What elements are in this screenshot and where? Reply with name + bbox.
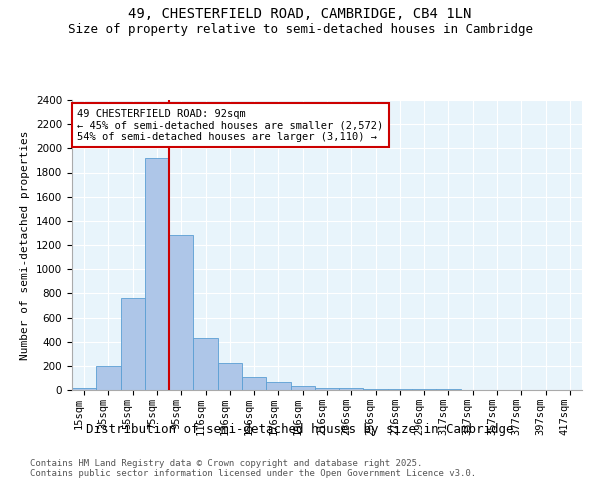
Bar xyxy=(266,382,290,390)
Text: 49, CHESTERFIELD ROAD, CAMBRIDGE, CB4 1LN: 49, CHESTERFIELD ROAD, CAMBRIDGE, CB4 1L… xyxy=(128,8,472,22)
Text: Contains public sector information licensed under the Open Government Licence v3: Contains public sector information licen… xyxy=(30,468,476,477)
Bar xyxy=(388,389,412,390)
Text: Size of property relative to semi-detached houses in Cambridge: Size of property relative to semi-detach… xyxy=(67,22,533,36)
Bar xyxy=(96,366,121,390)
Text: Contains HM Land Registry data © Crown copyright and database right 2025.: Contains HM Land Registry data © Crown c… xyxy=(30,458,422,468)
Bar xyxy=(218,363,242,390)
Bar xyxy=(290,386,315,390)
Bar xyxy=(145,158,169,390)
Bar xyxy=(364,389,388,390)
Bar xyxy=(121,298,145,390)
Bar xyxy=(193,338,218,390)
Y-axis label: Number of semi-detached properties: Number of semi-detached properties xyxy=(20,130,31,360)
Bar xyxy=(242,376,266,390)
Text: 49 CHESTERFIELD ROAD: 92sqm
← 45% of semi-detached houses are smaller (2,572)
54: 49 CHESTERFIELD ROAD: 92sqm ← 45% of sem… xyxy=(77,108,383,142)
Bar xyxy=(339,388,364,390)
Text: Distribution of semi-detached houses by size in Cambridge: Distribution of semi-detached houses by … xyxy=(86,422,514,436)
Bar xyxy=(72,388,96,390)
Bar xyxy=(315,388,339,390)
Bar xyxy=(169,236,193,390)
